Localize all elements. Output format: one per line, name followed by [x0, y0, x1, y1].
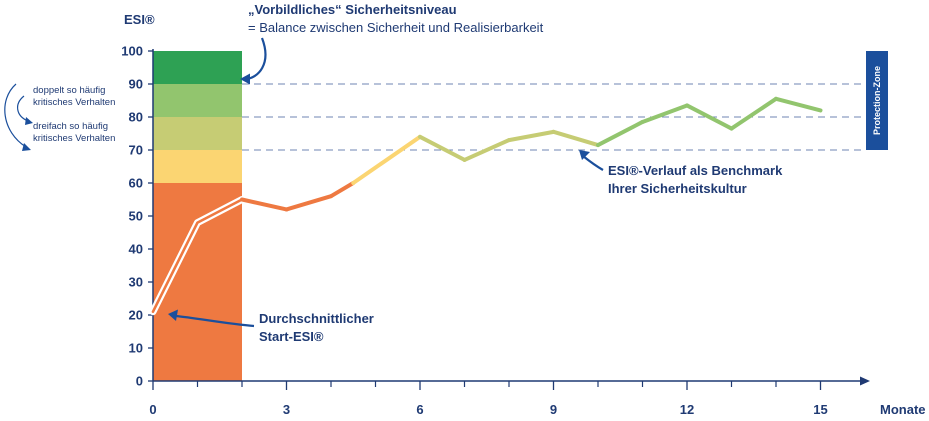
x-axis-title: Monate: [880, 402, 926, 417]
series-segment-8: [507, 129, 556, 143]
side-note-arc-outer-arrowhead: [22, 143, 31, 151]
x-tick-label-12: 12: [680, 402, 694, 417]
side-note-double-line1: doppelt so häufig: [33, 85, 105, 96]
y-tick-label-20: 20: [129, 308, 143, 323]
band-80-90: [153, 84, 242, 117]
y-tick-label-60: 60: [129, 176, 143, 191]
y-axis-title: ESI®: [124, 12, 155, 27]
start-annotation-line2: Start-ESI®: [259, 329, 324, 344]
y-tick-label-10: 10: [129, 341, 143, 356]
side-note-arc-outer: [4, 83, 27, 148]
side-note-double-line2: kritisches Verhalten: [33, 97, 115, 108]
band-60-70: [153, 150, 242, 183]
benchmark-annotation-arrow: [582, 155, 604, 171]
series-segment-4: [329, 181, 356, 199]
series-segment-2: [240, 197, 289, 212]
side-note-arc-inner: [17, 95, 29, 122]
top-annotation-subtitle: = Balance zwischen Sicherheit und Realis…: [248, 20, 544, 35]
series-start-rail-inner: [151, 198, 244, 314]
protection-zone: Protection-Zone: [866, 51, 888, 150]
x-tick-label-15: 15: [813, 402, 827, 417]
y-ticks: 0 10 20 30 40 50 60 70 80 90 100: [121, 44, 153, 389]
x-tick-label-6: 6: [416, 402, 423, 417]
esi-series: [149, 96, 823, 316]
series-segment-9: [551, 129, 600, 148]
start-annotation-arrowhead: [168, 309, 178, 321]
top-annotation-title: „Vorbildliches“ Sicherheitsniveau: [248, 2, 457, 17]
side-note-arc-inner-arrowhead: [25, 117, 33, 125]
reference-lines: [242, 83, 866, 151]
axes: [152, 49, 870, 386]
series-segment-14: [774, 96, 823, 113]
x-ticks: 0 3 6 9 12 15: [149, 381, 828, 417]
top-annotation-arrow: [245, 37, 267, 81]
protection-zone-bar: [866, 51, 888, 150]
y-tick-label-80: 80: [129, 110, 143, 125]
y-tick-label-50: 50: [129, 209, 143, 224]
y-tick-label-90: 90: [129, 77, 143, 92]
series-segment-6: [418, 134, 467, 162]
benchmark-annotation-line1: ESI®-Verlauf als Benchmark: [608, 163, 783, 178]
side-note-triple-line2: kritisches Verhalten: [33, 133, 115, 144]
x-tick-label-9: 9: [550, 402, 557, 417]
band-70-80: [153, 117, 242, 150]
series-segment-7: [462, 138, 511, 162]
top-annotation-arrowhead: [240, 73, 250, 85]
series-segment-10: [596, 119, 645, 148]
band-90-100: [153, 51, 242, 84]
series-segment-13: [729, 96, 778, 131]
y-tick-label-100: 100: [121, 44, 143, 59]
y-tick-label-40: 40: [129, 242, 143, 257]
y-tick-label-30: 30: [129, 275, 143, 290]
series-segment-3: [284, 194, 333, 212]
series-segment-5: [351, 134, 422, 185]
x-axis-arrowhead: [860, 376, 870, 386]
series-segment-11: [640, 103, 689, 124]
side-note-triple-line1: dreifach so häufig: [33, 121, 108, 132]
esi-color-bands: [153, 51, 242, 381]
start-annotation-line1: Durchschnittlicher: [259, 311, 374, 326]
y-tick-label-70: 70: [129, 143, 143, 158]
start-annotation-arrow: [175, 314, 255, 328]
benchmark-annotation-arrowhead: [579, 150, 590, 160]
protection-zone-label: Protection-Zone: [872, 66, 882, 135]
x-tick-label-0: 0: [149, 402, 156, 417]
benchmark-annotation-line2: Ihrer Sicherheitskultur: [608, 181, 747, 196]
y-tick-label-0: 0: [136, 374, 143, 389]
series-segment-12: [685, 103, 734, 131]
x-tick-label-3: 3: [283, 402, 290, 417]
